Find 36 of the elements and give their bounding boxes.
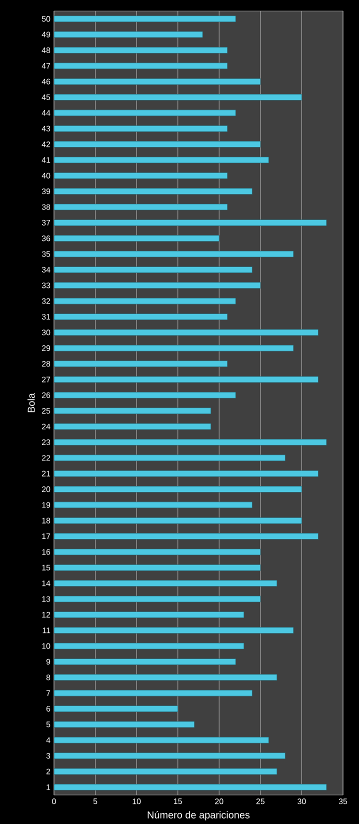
bar — [54, 47, 228, 54]
bar — [54, 125, 228, 132]
bar — [54, 266, 252, 273]
bar — [54, 235, 220, 242]
bar — [54, 62, 228, 70]
bar — [54, 564, 261, 571]
bar — [54, 141, 261, 148]
bar — [54, 517, 302, 524]
bar — [54, 298, 236, 304]
bar — [54, 172, 228, 179]
y-axis-title: Bola — [27, 393, 35, 412]
bar — [54, 580, 278, 587]
bar — [54, 408, 212, 414]
bar — [54, 627, 294, 634]
bar — [54, 282, 261, 289]
bar — [54, 533, 318, 540]
bar — [54, 611, 244, 618]
bar — [54, 439, 327, 446]
bar — [54, 690, 252, 696]
x-axis-title: Número de apariciones — [148, 811, 250, 820]
bar — [54, 219, 327, 226]
bar — [54, 360, 228, 368]
bar — [54, 784, 327, 790]
bar — [54, 392, 236, 398]
bar — [54, 752, 286, 760]
bar — [54, 454, 286, 462]
bar — [54, 94, 302, 100]
bar — [54, 706, 178, 712]
bar — [54, 658, 236, 665]
bar — [54, 314, 228, 320]
bar — [54, 674, 278, 681]
bar — [54, 736, 269, 744]
bar — [54, 16, 236, 22]
bar — [54, 344, 294, 352]
bar — [54, 188, 252, 195]
bar — [54, 486, 302, 492]
